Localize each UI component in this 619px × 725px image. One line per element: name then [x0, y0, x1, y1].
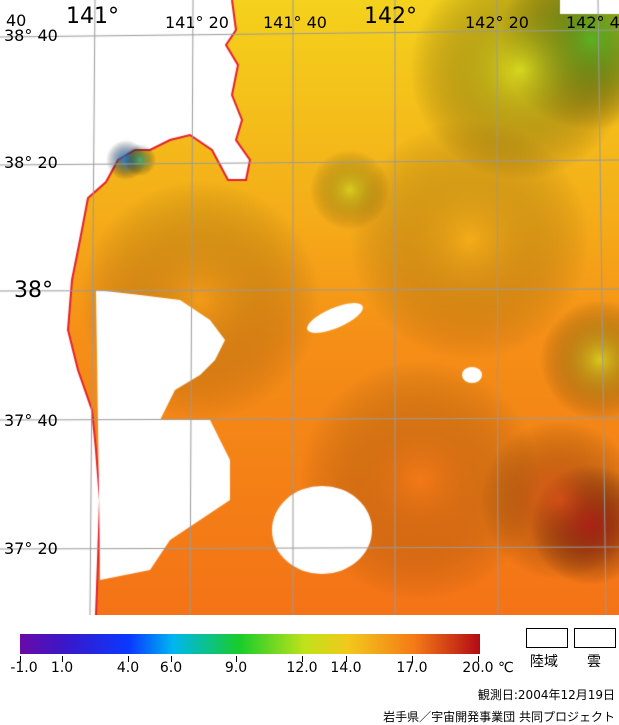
tick-label: 4.0: [116, 660, 140, 676]
tick-label: 17.0: [396, 660, 428, 676]
temperature-colorbar: [20, 634, 480, 654]
credit-line: 岩手県／宇宙開発事業団 共同プロジェクト: [383, 710, 615, 724]
tick-mark: [302, 656, 303, 662]
sea-surface-temperature-map: [0, 0, 619, 615]
cloud-swatch: [574, 628, 616, 648]
unit-label: ℃: [498, 660, 514, 676]
lon-label-142-4: 142° 4: [566, 13, 619, 32]
tick-label: 12.0: [286, 660, 318, 676]
land-swatch: [526, 628, 568, 648]
tick-mark: [346, 656, 347, 662]
tick-label: 20.0: [462, 660, 494, 676]
lon-label-141: 141°: [66, 4, 119, 29]
lon-label-141-20: 141° 20: [165, 13, 229, 32]
tick-mark: [62, 656, 63, 662]
lon-corner-label: 40: [6, 11, 27, 30]
lon-label-141-40: 141° 40: [263, 13, 327, 32]
lat-label-38: 38°: [14, 278, 53, 303]
tick-label: 14.0: [330, 660, 362, 676]
lat-label-38-40: 38° 40: [4, 26, 58, 45]
tick-mark: [412, 656, 413, 662]
tick-mark: [20, 656, 21, 662]
observation-date: 観測日:2004年12月19日: [477, 688, 615, 702]
lat-label-37-20: 37° 20: [4, 539, 58, 558]
lon-label-142-20: 142° 20: [465, 13, 529, 32]
tick-mark: [478, 656, 479, 662]
land-label: 陸域: [530, 654, 558, 670]
tick-label: 9.0: [224, 660, 248, 676]
tick-mark: [236, 656, 237, 662]
tick-label: 6.0: [159, 660, 183, 676]
tick-mark: [171, 656, 172, 662]
lat-label-37-40: 37° 40: [4, 411, 58, 430]
tick-label: -1.0: [10, 660, 38, 676]
tick-mark: [128, 656, 129, 662]
cloud-label: 雲: [587, 654, 601, 670]
tick-label: 1.0: [50, 660, 74, 676]
lon-label-142: 142°: [364, 4, 417, 29]
lat-label-38-20: 38° 20: [4, 153, 58, 172]
